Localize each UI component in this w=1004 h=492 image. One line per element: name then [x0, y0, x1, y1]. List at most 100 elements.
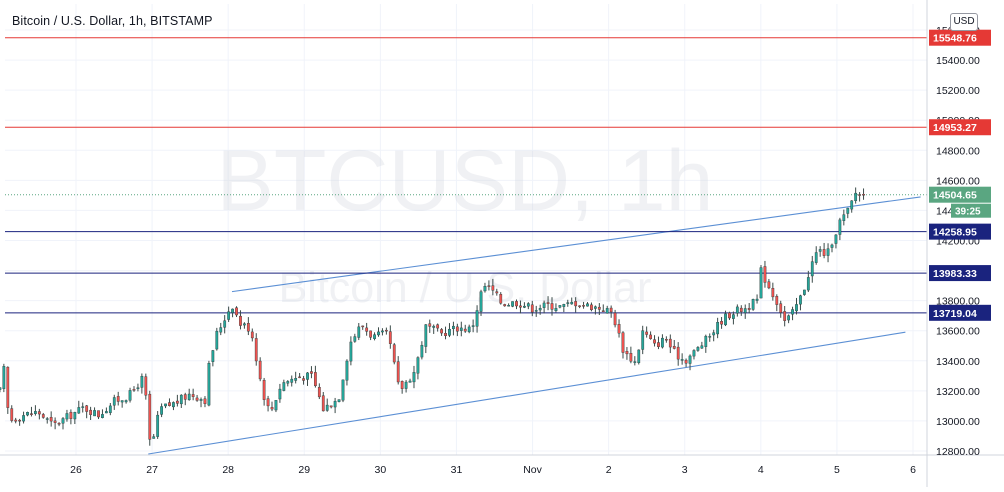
candle-body: [755, 298, 759, 301]
price-level-tag: [929, 265, 991, 282]
candle: [676, 342, 680, 366]
candle-body: [223, 320, 227, 328]
candle: [164, 403, 167, 409]
candle-body: [728, 312, 731, 319]
candle: [37, 408, 41, 420]
candle-body: [633, 361, 637, 363]
candle-body: [601, 310, 605, 313]
symbol-title[interactable]: Bitcoin / U.S. Dollar, 1h, BITSTAMP: [12, 14, 213, 28]
candle-body: [519, 305, 522, 308]
candle: [49, 411, 53, 427]
candle-body: [661, 337, 664, 348]
channel-trendline: [231, 196, 921, 293]
candle: [735, 304, 739, 317]
candle-body: [404, 381, 408, 389]
candle-body: [77, 407, 81, 414]
candle-body: [739, 307, 743, 312]
candle: [400, 380, 404, 394]
candle-body: [160, 406, 163, 415]
candle-body: [231, 308, 234, 313]
candle-body: [455, 326, 459, 332]
candle: [668, 334, 672, 354]
candle: [132, 386, 136, 392]
watermark-ticker: BTCUSD, 1h: [216, 133, 713, 229]
candle: [511, 301, 514, 308]
candle-body: [743, 308, 747, 314]
candle: [361, 325, 365, 330]
candle: [144, 373, 148, 400]
candle: [30, 406, 33, 417]
candle: [239, 310, 242, 330]
candle-body: [680, 359, 684, 361]
candle: [818, 246, 822, 257]
candle-body: [227, 311, 231, 320]
candle: [593, 305, 597, 315]
candle: [369, 330, 372, 341]
candle-body: [302, 378, 305, 381]
candle: [554, 303, 558, 313]
candle-body: [625, 351, 629, 355]
candle: [455, 323, 459, 337]
candle: [645, 326, 649, 338]
candle: [290, 375, 294, 387]
candle-body: [826, 248, 830, 256]
candle-body: [337, 399, 341, 402]
candle-body: [215, 330, 219, 350]
candle: [345, 359, 349, 386]
candle-body: [515, 301, 518, 307]
y-tick-label: 13400.00: [936, 356, 980, 368]
candle-body: [586, 303, 589, 307]
candle: [101, 409, 104, 419]
candle-body: [369, 330, 372, 338]
candle-body: [45, 418, 49, 420]
watermark-name: Bitcoin / U.S. Dollar: [279, 264, 652, 312]
currency-button[interactable]: USD: [950, 13, 978, 31]
grid-layer: [5, 4, 927, 455]
candle-body: [243, 323, 246, 326]
candle-body: [428, 323, 432, 327]
candle: [495, 288, 499, 296]
candle: [605, 305, 609, 314]
candle: [325, 398, 329, 412]
candle: [590, 302, 593, 312]
watermark-layer: BTCUSD, 1h Bitcoin / U.S. Dollar: [216, 133, 713, 312]
candle-body: [14, 419, 18, 422]
candle: [120, 400, 124, 408]
candle-body: [574, 301, 578, 307]
candle-body: [30, 413, 33, 415]
candle-body: [65, 413, 69, 420]
candle-body: [26, 412, 29, 416]
candle: [61, 417, 65, 430]
candle-body: [787, 315, 790, 321]
candle-body: [720, 321, 723, 325]
candle-body: [558, 305, 562, 308]
candle-body: [290, 378, 294, 383]
candle-body: [440, 329, 443, 334]
candle-body: [101, 414, 104, 418]
candle-body: [0, 387, 2, 390]
candle: [424, 324, 428, 354]
candle-body: [593, 306, 597, 309]
candle-body: [806, 277, 810, 291]
candle: [507, 303, 511, 307]
y-tick-label: 13800.00: [936, 296, 980, 308]
candle: [148, 390, 152, 446]
candle: [720, 317, 723, 329]
candle-body: [846, 207, 850, 214]
candle-body: [448, 328, 451, 336]
candle-body: [18, 419, 22, 422]
candle: [661, 334, 664, 349]
candle-body: [605, 308, 609, 314]
y-tick-label: 12800.00: [936, 446, 980, 458]
candle: [219, 322, 223, 336]
candle-body: [735, 306, 739, 314]
candle: [471, 319, 475, 333]
candle: [22, 411, 25, 424]
candle-body: [668, 338, 672, 348]
candle-body: [814, 252, 818, 263]
candle: [806, 270, 810, 293]
candle: [830, 243, 834, 253]
candle-body: [333, 400, 337, 408]
candle: [168, 398, 171, 407]
